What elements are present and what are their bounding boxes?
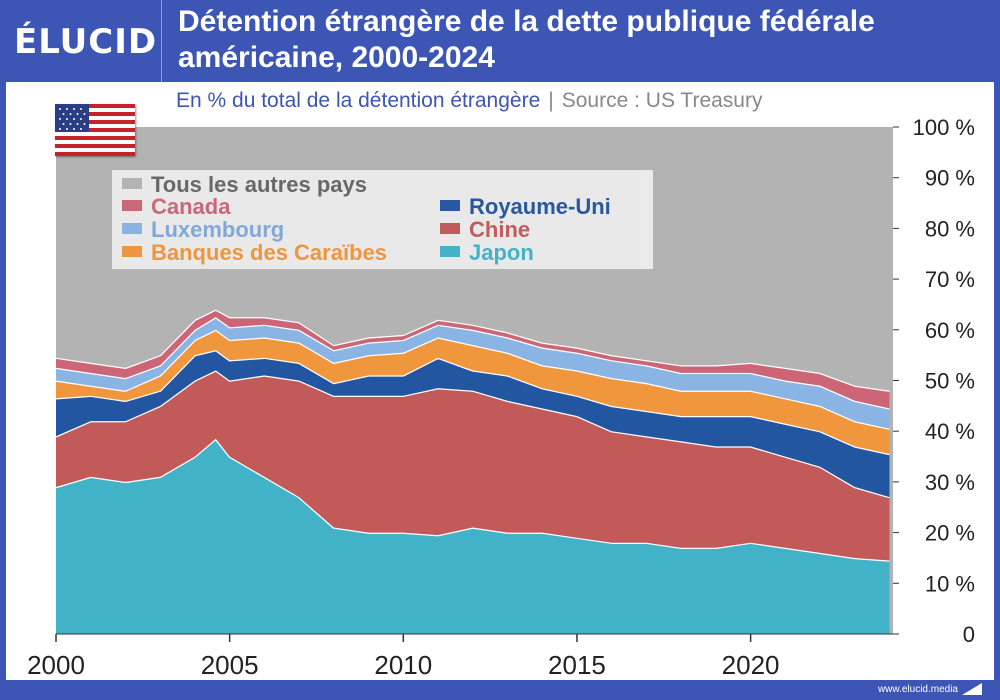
legend-item-luxembourg: Luxembourg: [122, 217, 284, 243]
x-tick-label-2005: 2005: [201, 650, 259, 680]
y-tick-label-0: 0: [963, 622, 975, 647]
legend-swatch-uk: [440, 200, 460, 211]
chart-title-line-1: Détention étrangère de la dette publique…: [178, 5, 875, 38]
legend-item-uk: Royaume-Uni: [440, 194, 611, 220]
legend-swatch-caribbean: [122, 246, 142, 257]
subtitle-text: En % du total de la détention étrangère: [176, 89, 541, 112]
elucid-logo: ÉLUCID: [14, 22, 158, 62]
y-tick-label-60: 60 %: [925, 318, 975, 343]
chart-legend: Tous les autres pays Canada Luxembourg B…: [112, 170, 653, 269]
legend-label-canada: Canada: [151, 194, 231, 219]
y-tick-label-90: 90 %: [925, 166, 975, 191]
legend-swatch-luxembourg: [122, 223, 142, 234]
chart-subtitle: En % du total de la détention étrangère |…: [176, 89, 762, 113]
y-tick-label-40: 40 %: [925, 419, 975, 444]
y-tick-label-20: 20 %: [925, 521, 975, 546]
legend-swatch-canada: [122, 200, 142, 211]
y-tick-label-30: 30 %: [925, 470, 975, 495]
header-bar: ÉLUCID Détention étrangère de la dette p…: [0, 0, 1000, 82]
legend-label-others: Tous les autres pays: [151, 172, 368, 197]
legend-item-caribbean: Banques des Caraïbes: [122, 240, 387, 266]
area-japon: [56, 438, 890, 634]
footer-url: www.elucid.media: [877, 684, 958, 695]
chart-title-line-2: américaine, 2000-2024: [178, 41, 495, 74]
legend-label-japan: Japon: [469, 240, 534, 265]
x-tick-label-2000: 2000: [27, 650, 85, 680]
x-tick-label-2020: 2020: [722, 650, 780, 680]
legend-item-canada: Canada: [122, 194, 230, 220]
legend-item-japan: Japon: [440, 240, 534, 266]
source-text: Source : US Treasury: [561, 89, 763, 112]
legend-label-caribbean: Banques des Caraïbes: [151, 240, 387, 265]
legend-swatch-china: [440, 223, 460, 234]
area-chine: [56, 370, 890, 561]
elucid-mark-icon: [962, 683, 982, 695]
header-divider: [161, 0, 162, 82]
area-royaume-uni: [56, 350, 890, 498]
us-flag-icon: [55, 104, 135, 156]
y-tick-label-70: 70 %: [925, 267, 975, 292]
legend-swatch-others: [122, 178, 142, 189]
x-tick-label-2015: 2015: [548, 650, 606, 680]
legend-label-luxembourg: Luxembourg: [151, 217, 285, 242]
area-canada: [56, 309, 890, 409]
y-tick-label-80: 80 %: [925, 216, 975, 241]
legend-item-others: Tous les autres pays: [122, 172, 367, 198]
y-tick-label-100: 100 %: [913, 115, 975, 140]
legend-label-china: Chine: [469, 217, 531, 242]
y-tick-label-50: 50 %: [925, 369, 975, 394]
chart-title: Détention étrangère de la dette publique…: [178, 4, 988, 76]
legend-label-uk: Royaume-Uni: [469, 194, 611, 219]
legend-swatch-japan: [440, 246, 460, 257]
area-banques-des-caraibes: [56, 329, 890, 454]
legend-item-china: Chine: [440, 217, 530, 243]
x-tick-label-2010: 2010: [374, 650, 432, 680]
subtitle-separator: |: [548, 89, 554, 112]
y-tick-label-10: 10 %: [925, 571, 975, 596]
